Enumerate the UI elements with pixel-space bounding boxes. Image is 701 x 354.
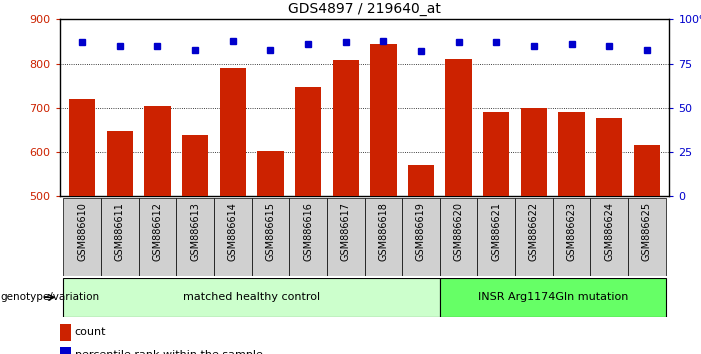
Text: GSM886613: GSM886613 [190,202,200,261]
Bar [63,278,440,317]
Bar [440,198,477,276]
Bar [440,278,666,317]
Bar [176,198,214,276]
Bar [295,87,321,196]
Bar [214,198,252,276]
Bar [219,68,246,196]
Text: GSM886616: GSM886616 [303,202,313,261]
Text: percentile rank within the sample: percentile rank within the sample [75,350,263,354]
Text: GSM886619: GSM886619 [416,202,426,261]
Bar [327,198,365,276]
Text: GSM886610: GSM886610 [77,202,87,261]
Text: matched healthy control: matched healthy control [183,292,320,302]
Bar [628,198,666,276]
Bar [332,60,359,196]
Bar [252,198,290,276]
Bar [144,106,170,196]
Text: GSM886622: GSM886622 [529,202,539,261]
Text: GSM886623: GSM886623 [566,202,577,261]
Bar [515,198,553,276]
Text: GSM886620: GSM886620 [454,202,463,261]
Text: GSM886617: GSM886617 [341,202,350,261]
Title: GDS4897 / 219640_at: GDS4897 / 219640_at [288,2,441,16]
Text: GSM886618: GSM886618 [379,202,388,261]
Text: GSM886615: GSM886615 [266,202,275,261]
Bar [257,152,284,196]
Text: GSM886612: GSM886612 [152,202,163,261]
Bar [63,198,101,276]
Text: GSM886624: GSM886624 [604,202,614,261]
Bar [521,108,547,196]
Bar [402,198,440,276]
Bar [290,198,327,276]
Bar [139,198,176,276]
Text: GSM886614: GSM886614 [228,202,238,261]
Bar [596,118,622,196]
Text: INSR Arg1174Gln mutation: INSR Arg1174Gln mutation [477,292,628,302]
Bar [559,113,585,196]
Text: GSM886625: GSM886625 [642,202,652,261]
Bar [101,198,139,276]
Text: genotype/variation: genotype/variation [0,292,99,302]
Bar [370,44,397,196]
Bar [107,131,133,196]
Bar [590,198,628,276]
Bar [365,198,402,276]
Bar [408,165,434,196]
Bar [182,135,208,196]
Bar [60,347,71,354]
Bar [477,198,515,276]
Text: GSM886611: GSM886611 [115,202,125,261]
Bar [634,145,660,196]
Bar [445,59,472,196]
Bar [69,99,95,196]
Bar [483,113,510,196]
Bar [553,198,590,276]
Text: GSM886621: GSM886621 [491,202,501,261]
Text: count: count [75,327,107,337]
Bar [60,324,71,341]
